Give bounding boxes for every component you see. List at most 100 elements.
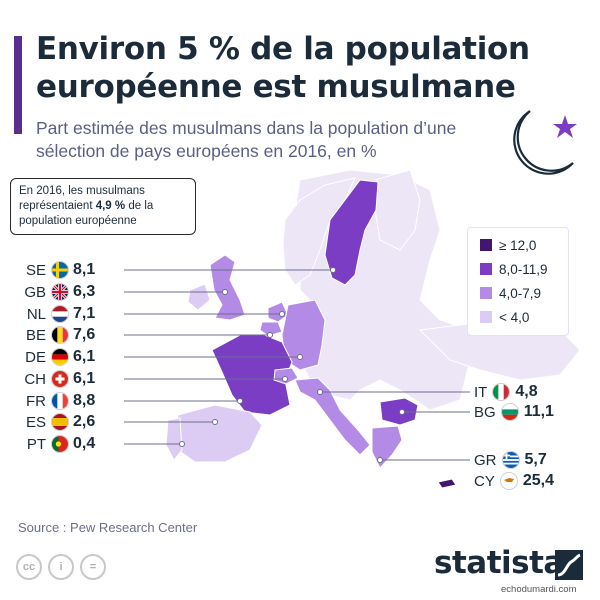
uk-region bbox=[209, 254, 246, 321]
creative-commons-icon[interactable]: cc bbox=[16, 554, 42, 580]
country-code: IT bbox=[474, 383, 488, 401]
country-value: 11,1 bbox=[523, 403, 554, 420]
leader-se-dot bbox=[330, 267, 336, 273]
flag-france-icon bbox=[52, 393, 68, 409]
country-label-be: BE 7,6 bbox=[18, 324, 95, 346]
page-subtitle: Part estimée des musulmans dans la popul… bbox=[36, 118, 457, 161]
leader-be-dot bbox=[267, 332, 273, 338]
legend-swatch bbox=[480, 311, 492, 323]
license-icons: cc i = bbox=[16, 554, 106, 580]
country-value: 0,4 bbox=[73, 435, 96, 452]
leader-bg-dot bbox=[399, 409, 405, 415]
legend-item: ≥ 12,0 bbox=[480, 236, 536, 254]
country-label-pt: PT 0,4 bbox=[18, 433, 95, 455]
flag-belgium-icon bbox=[52, 327, 68, 343]
ireland-region bbox=[187, 283, 211, 311]
flag-netherlands-icon bbox=[52, 306, 68, 322]
leader-de-dot bbox=[297, 354, 303, 360]
statista-logo-text[interactable]: statista bbox=[434, 545, 564, 581]
switzerland-region bbox=[273, 367, 299, 385]
leader-gb-dot bbox=[222, 289, 228, 295]
callout-prefix: En 2016, les musulmans représentaient bbox=[19, 185, 145, 212]
country-code: GR bbox=[474, 451, 497, 469]
country-code: CH bbox=[24, 370, 46, 388]
flag-switzerland-icon bbox=[52, 371, 68, 387]
country-code: GB bbox=[24, 283, 46, 301]
flag-sweden-icon bbox=[52, 262, 68, 278]
flag-italy-icon bbox=[493, 384, 510, 400]
finland-land bbox=[374, 169, 421, 251]
country-value: 25,4 bbox=[522, 472, 554, 489]
cyprus-region bbox=[437, 478, 457, 489]
legend-swatch bbox=[480, 263, 492, 275]
country-value: 6,1 bbox=[73, 370, 96, 387]
country-code: PT bbox=[26, 435, 46, 453]
country-label-fr: FR 8,8 bbox=[18, 390, 95, 412]
netherlands-region bbox=[267, 301, 289, 323]
leader-pt-dot bbox=[179, 441, 185, 447]
country-code: BE bbox=[25, 326, 46, 344]
callout-highlight: 4,9 % bbox=[95, 200, 126, 212]
country-label-cy: CY 25,4 bbox=[474, 470, 554, 492]
flag-spain-icon bbox=[52, 414, 68, 430]
legend-swatch bbox=[480, 287, 492, 299]
portugal-region bbox=[165, 417, 183, 461]
country-code: NL bbox=[26, 305, 46, 323]
country-value: 8,8 bbox=[73, 392, 96, 409]
statista-logo-mark-icon bbox=[555, 550, 583, 580]
country-value: 2,6 bbox=[73, 413, 96, 430]
country-label-it: IT 4,8 bbox=[474, 381, 538, 403]
legend-item: 4,0-7,9 bbox=[480, 284, 541, 302]
flag-cyprus-icon bbox=[500, 473, 517, 489]
country-code: DE bbox=[25, 348, 46, 366]
country-label-ch: CH 6,1 bbox=[18, 368, 95, 390]
watermark: echodumardi.com bbox=[501, 584, 577, 595]
country-label-bg: BG 11,1 bbox=[474, 401, 554, 423]
country-value: 7,6 bbox=[73, 326, 96, 343]
leader-es-dot bbox=[212, 419, 218, 425]
legend-swatch bbox=[480, 239, 492, 251]
flag-germany-icon bbox=[52, 349, 68, 365]
france-region bbox=[211, 333, 293, 416]
legend-item: 8,0-11,9 bbox=[480, 260, 548, 278]
title-accent-bar bbox=[14, 36, 22, 134]
belgium-region bbox=[259, 321, 283, 337]
country-value: 6,3 bbox=[73, 283, 96, 300]
country-label-es: ES 2,6 bbox=[18, 411, 95, 433]
legend-item: < 4,0 bbox=[480, 308, 529, 326]
norway-region bbox=[282, 177, 356, 286]
country-value: 7,1 bbox=[73, 305, 96, 322]
map-legend: ≥ 12,0 8,0-11,9 4,0-7,9 < 4,0 bbox=[467, 227, 569, 336]
attribution-icon[interactable]: i bbox=[48, 554, 74, 580]
country-label-nl: NL 7,1 bbox=[18, 303, 95, 325]
flag-uk-icon bbox=[52, 284, 68, 300]
flag-portugal-icon bbox=[52, 436, 68, 452]
no-derivatives-icon[interactable]: = bbox=[80, 554, 106, 580]
country-code: BG bbox=[474, 403, 496, 421]
country-value: 6,1 bbox=[73, 348, 96, 365]
germany-region bbox=[281, 299, 326, 371]
country-code: SE bbox=[25, 261, 46, 279]
bulgaria-region bbox=[379, 397, 419, 426]
country-label-gb: GB 6,3 bbox=[18, 281, 95, 303]
country-value: 5,7 bbox=[524, 451, 547, 468]
flag-greece-icon bbox=[502, 452, 519, 468]
summary-callout: En 2016, les musulmans représentaient 4,… bbox=[10, 178, 196, 235]
italy-region bbox=[294, 377, 371, 456]
leader-nl-dot bbox=[279, 311, 285, 317]
leader-fr-dot bbox=[237, 398, 243, 404]
legend-label: 4,0-7,9 bbox=[499, 285, 542, 301]
leader-gr-dot bbox=[377, 457, 383, 463]
country-label-de: DE 6,1 bbox=[18, 346, 95, 368]
sweden-region bbox=[324, 179, 379, 286]
legend-label: 8,0-11,9 bbox=[499, 261, 548, 277]
country-code: FR bbox=[26, 392, 46, 410]
legend-label: ≥ 12,0 bbox=[499, 237, 537, 253]
country-label-gr: GR 5,7 bbox=[474, 449, 547, 471]
country-value: 8,1 bbox=[73, 261, 96, 278]
leader-it-dot bbox=[317, 389, 323, 395]
country-value: 4,8 bbox=[515, 383, 538, 400]
country-code: ES bbox=[25, 413, 46, 431]
